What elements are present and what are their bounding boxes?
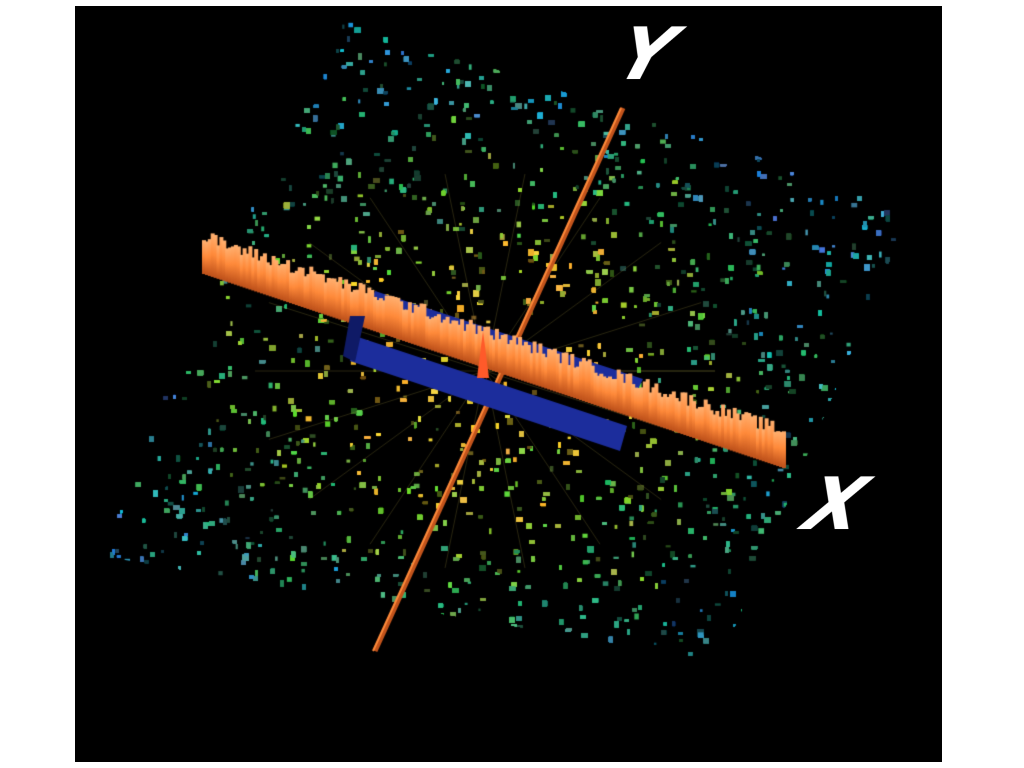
surface-plot-frame: Y X: [75, 6, 942, 762]
fourier-surface-render: [75, 6, 942, 762]
